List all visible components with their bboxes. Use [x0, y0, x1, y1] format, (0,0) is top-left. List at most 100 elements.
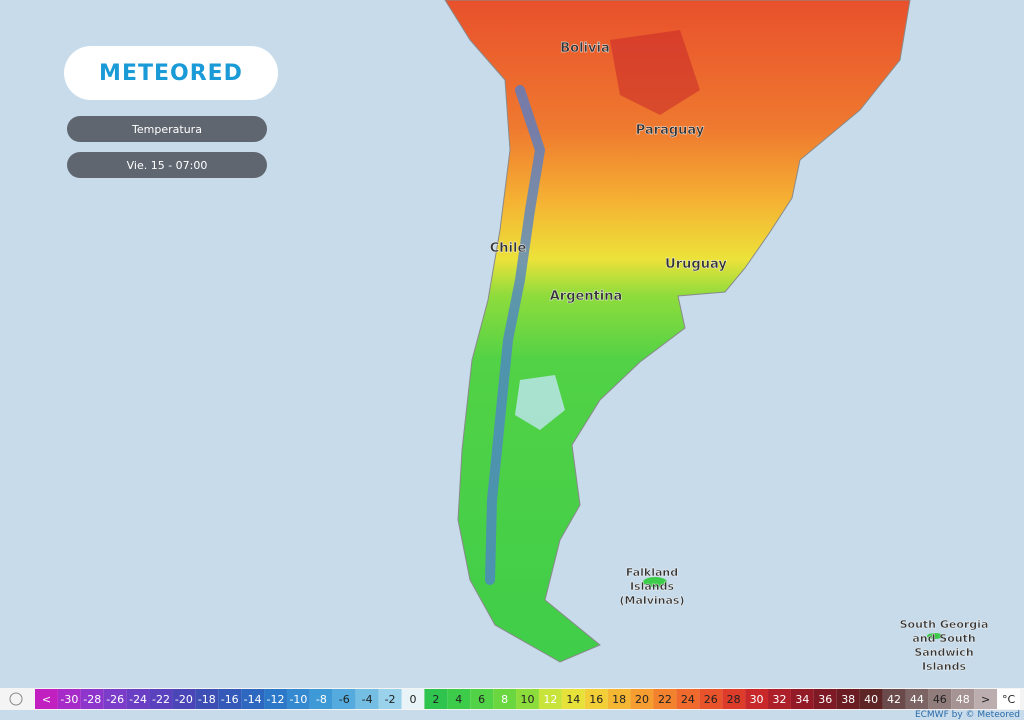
legend-swatch — [722, 689, 746, 709]
legend-label: °C — [1002, 693, 1016, 706]
brand-logo[interactable]: METEORED — [64, 46, 278, 100]
legend-label: 10 — [521, 693, 535, 706]
legend-swatch — [653, 689, 677, 709]
legend-label: < — [42, 693, 51, 706]
legend-label: -12 — [267, 693, 285, 706]
legend-swatch — [928, 689, 952, 709]
legend-swatch — [516, 689, 539, 709]
legend-label: -28 — [83, 693, 101, 706]
time-selector[interactable]: Vie. 15 - 07:00 — [67, 152, 267, 178]
legend-swatch — [951, 689, 975, 709]
legend-swatch — [103, 689, 127, 709]
legend-swatch — [309, 689, 333, 709]
legend-label: 22 — [658, 693, 672, 706]
legend-label: 4 — [455, 693, 462, 706]
map-label: Uruguay — [665, 257, 727, 272]
legend-label: 20 — [635, 693, 649, 706]
legend-label: 48 — [956, 693, 970, 706]
south-georgia — [927, 633, 943, 639]
legend-label: 14 — [566, 693, 580, 706]
andes — [485, 85, 546, 585]
legend-swatch — [264, 689, 287, 709]
legend-label: -24 — [129, 693, 147, 706]
legend-label: 8 — [501, 693, 508, 706]
legend-label: 18 — [612, 693, 626, 706]
map-label: Falkland — [626, 566, 678, 579]
map-label: Argentina — [550, 289, 623, 304]
legend-swatch — [218, 689, 242, 709]
map-label: and South — [912, 632, 975, 645]
legend-swatch — [538, 689, 562, 709]
legend-label: -14 — [244, 693, 262, 706]
legend-swatch — [768, 689, 791, 709]
legend-label: 16 — [589, 693, 603, 706]
legend-label: 40 — [864, 693, 878, 706]
legend-label: -2 — [385, 693, 396, 706]
legend-swatch — [630, 689, 654, 709]
legend-label: 12 — [543, 693, 557, 706]
legend-label: 6 — [478, 693, 485, 706]
legend-label: -16 — [221, 693, 239, 706]
legend-swatch — [378, 689, 402, 709]
legend-swatch — [80, 689, 104, 709]
legend-label: -20 — [175, 693, 193, 706]
legend-swatch — [126, 689, 150, 709]
legend-swatch — [149, 689, 173, 709]
legend-swatch — [561, 689, 585, 709]
legend-label: 30 — [750, 693, 764, 706]
legend-swatch — [813, 689, 837, 709]
legend-swatch — [584, 689, 608, 709]
legend-swatch — [355, 689, 379, 709]
highland — [610, 30, 700, 115]
legend-label: 2 — [432, 693, 439, 706]
legend-label: 38 — [841, 693, 855, 706]
falklands — [643, 577, 667, 587]
legend-icon[interactable] — [9, 692, 23, 706]
legend-swatch — [676, 689, 700, 709]
map-label: South Georgia — [900, 618, 989, 631]
legend-swatch — [859, 689, 883, 709]
legend-swatch — [470, 689, 494, 709]
legend-swatch — [882, 689, 906, 709]
legend-swatch — [974, 689, 998, 709]
legend-swatch — [424, 689, 448, 709]
map-label: Sandwich — [914, 646, 973, 659]
legend-label: -26 — [106, 693, 124, 706]
legend-swatch — [836, 689, 860, 709]
legend-label: -30 — [60, 693, 78, 706]
legend-swatch — [286, 689, 310, 709]
legend-swatch — [172, 689, 196, 709]
legend-label: 44 — [910, 693, 924, 706]
map-label: Bolivia — [560, 41, 609, 56]
legend-swatch — [195, 689, 219, 709]
legend-label: 34 — [795, 693, 809, 706]
map-label: (Malvinas) — [620, 594, 685, 607]
map-label: Islands — [630, 580, 675, 593]
legend-label: -8 — [316, 693, 327, 706]
legend-label: 32 — [772, 693, 786, 706]
map-label: Paraguay — [636, 123, 705, 138]
land — [444, 0, 911, 663]
legend-swatch — [401, 689, 425, 709]
legend-label: -6 — [339, 693, 350, 706]
legend-swatch — [607, 689, 631, 709]
legend-swatch — [493, 689, 517, 709]
legend-label: 0 — [409, 693, 416, 706]
legend-swatch — [997, 689, 1020, 709]
legend-label: 36 — [818, 693, 832, 706]
legend-swatch — [790, 689, 814, 709]
legend-label: -22 — [152, 693, 170, 706]
legend: ECMWF by © Meteored < -30 -28 -26 -24 -22 -20-… — [0, 688, 1024, 720]
legend-swatch — [35, 689, 58, 709]
legend-label: 26 — [704, 693, 718, 706]
legend-label: -10 — [289, 693, 307, 706]
legend-label: > — [981, 693, 990, 706]
snow — [515, 375, 565, 430]
legend-label: -4 — [362, 693, 373, 706]
layer-selector[interactable]: Temperatura — [67, 116, 267, 142]
legend-swatch — [745, 689, 769, 709]
legend-label: -18 — [198, 693, 216, 706]
legend-swatch — [447, 689, 471, 709]
